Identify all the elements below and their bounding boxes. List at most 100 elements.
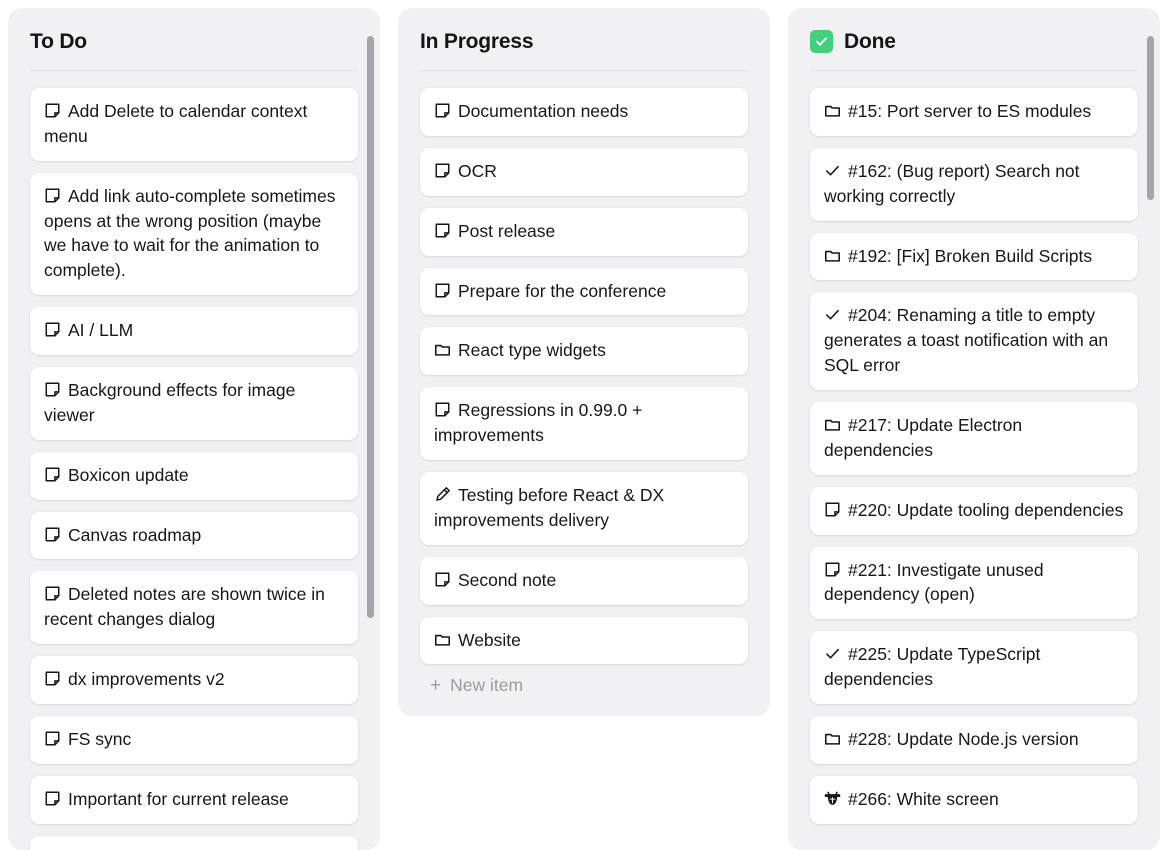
kanban-card[interactable]: React type widgets bbox=[420, 327, 748, 376]
card-title: #162: (Bug report) Search not working co… bbox=[824, 160, 1080, 206]
new-item-label: New item bbox=[450, 675, 524, 696]
new-item-button[interactable]: + New item bbox=[420, 666, 748, 702]
note-icon bbox=[824, 561, 841, 578]
kanban-column-todo: To Do Add Delete to calendar context menu… bbox=[8, 8, 380, 850]
card-title: #217: Update Electron dependencies bbox=[824, 415, 1023, 460]
note-icon bbox=[44, 670, 61, 687]
card-title: Documentation needs bbox=[458, 101, 629, 122]
kanban-card[interactable]: Regressions in 0.99.0 + improvements bbox=[420, 387, 748, 460]
card-list: Add Delete to calendar context menu Add l… bbox=[30, 88, 358, 850]
card-title: #192: [Fix] Broken Build Scripts bbox=[848, 245, 1093, 266]
scrollbar-thumb-done[interactable] bbox=[1147, 36, 1154, 200]
column-title: In Progress bbox=[420, 30, 534, 53]
card-title: Canvas roadmap bbox=[68, 524, 202, 545]
plus-icon: + bbox=[430, 675, 442, 697]
green-check-square-icon bbox=[810, 30, 833, 54]
kanban-card[interactable]: Canvas roadmap bbox=[30, 511, 358, 560]
kanban-card[interactable]: Boxicon update bbox=[30, 451, 358, 500]
note-icon bbox=[824, 501, 841, 518]
kanban-card[interactable]: #228: Update Node.js version bbox=[810, 715, 1138, 764]
note-icon bbox=[44, 526, 61, 543]
note-icon bbox=[44, 187, 61, 204]
card-title: OCR bbox=[458, 160, 497, 181]
kanban-card[interactable]: dx improvements v2 bbox=[30, 656, 358, 704]
kanban-card[interactable]: #204: Renaming a title to empty generate… bbox=[810, 292, 1138, 390]
folder-icon bbox=[824, 730, 841, 747]
card-title: Add Delete to calendar context menu bbox=[44, 101, 308, 146]
kanban-card[interactable]: #162: (Bug report) Search not working co… bbox=[810, 147, 1138, 221]
kanban-card[interactable]: Documentation needs bbox=[420, 88, 748, 136]
kanban-card[interactable]: Background effects for image viewer bbox=[30, 367, 358, 440]
column-header-todo: To Do bbox=[30, 30, 358, 72]
card-title: AI / LLM bbox=[68, 320, 134, 341]
card-list: Documentation needs OCR Post release Prepar… bbox=[420, 88, 748, 665]
kanban-card[interactable]: #192: [Fix] Broken Build Scripts bbox=[810, 232, 1138, 281]
kanban-card[interactable]: FS sync bbox=[30, 715, 358, 764]
folder-icon bbox=[824, 102, 841, 119]
kanban-card[interactable]: Second note bbox=[420, 556, 748, 605]
note-icon bbox=[44, 585, 61, 602]
note-icon bbox=[434, 401, 451, 418]
kanban-card[interactable]: #15: Port server to ES modules bbox=[810, 88, 1138, 136]
column-body: Done #15: Port server to ES modules #162: … bbox=[788, 8, 1160, 838]
kanban-card[interactable]: #266: White screen bbox=[810, 775, 1138, 824]
folder-icon bbox=[824, 416, 841, 433]
kanban-card[interactable]: #220: Update tooling dependencies bbox=[810, 486, 1138, 535]
card-title: FS sync bbox=[68, 728, 132, 749]
card-title: Post release bbox=[458, 220, 556, 241]
note-icon bbox=[44, 790, 61, 807]
kanban-card[interactable]: Testing before React & DX improvements d… bbox=[420, 472, 748, 545]
folder-icon bbox=[434, 631, 451, 648]
card-title: #228: Update Node.js version bbox=[848, 728, 1079, 749]
kanban-card[interactable]: #217: Update Electron dependencies bbox=[810, 402, 1138, 475]
kanban-card[interactable]: #221: Investigate unused dependency (ope… bbox=[810, 546, 1138, 620]
note-icon bbox=[434, 162, 451, 179]
folder-icon bbox=[434, 341, 451, 358]
kanban-card[interactable]: Important for current release bbox=[30, 775, 358, 824]
card-title: #204: Renaming a title to empty generate… bbox=[824, 305, 1109, 376]
note-icon bbox=[44, 102, 61, 119]
column-title: To Do bbox=[30, 30, 87, 53]
card-title: Add link auto-complete sometimes opens a… bbox=[44, 185, 336, 281]
check-icon bbox=[824, 306, 841, 323]
kanban-card[interactable]: OCR bbox=[420, 147, 748, 196]
kanban-card[interactable]: Deleted notes are shown twice in recent … bbox=[30, 571, 358, 645]
card-title: Boxicon update bbox=[68, 464, 189, 485]
kanban-card[interactable]: Website bbox=[420, 616, 748, 665]
check-icon bbox=[824, 162, 841, 179]
kanban-card[interactable]: Prepare for the conference bbox=[420, 267, 748, 316]
card-title: #220: Update tooling dependencies bbox=[848, 499, 1124, 520]
bug-icon bbox=[824, 790, 841, 807]
kanban-card[interactable]: Add link auto-complete sometimes opens a… bbox=[30, 172, 358, 296]
folder-icon bbox=[824, 247, 841, 264]
column-body: In Progress Documentation needs OCR Post re… bbox=[398, 8, 770, 716]
card-title: Testing before React & DX improvements d… bbox=[434, 485, 665, 530]
column-body: To Do Add Delete to calendar context menu… bbox=[8, 8, 380, 850]
card-title: Important for current release bbox=[68, 788, 289, 809]
scrollbar-thumb-todo[interactable] bbox=[367, 36, 374, 618]
card-title: Deleted notes are shown twice in recent … bbox=[44, 584, 325, 630]
kanban-column-in-progress: In Progress Documentation needs OCR Post re… bbox=[398, 8, 770, 717]
note-icon bbox=[434, 102, 451, 119]
pencil-icon bbox=[434, 486, 451, 503]
kanban-card[interactable]: AI / LLM bbox=[30, 307, 358, 355]
card-title: #15: Port server to ES modules bbox=[848, 101, 1092, 122]
card-title: #225: Update TypeScript dependencies bbox=[824, 644, 1041, 690]
kanban-column-done: Done #15: Port server to ES modules #162: … bbox=[788, 8, 1160, 850]
card-list: #15: Port server to ES modules #162: (Bug… bbox=[810, 88, 1138, 824]
card-title: #266: White screen bbox=[848, 788, 999, 809]
card-title: Prepare for the conference bbox=[458, 280, 667, 301]
kanban-card[interactable]: Post release bbox=[420, 207, 748, 256]
note-icon bbox=[434, 282, 451, 299]
card-title: Second note bbox=[458, 569, 557, 590]
column-header-in-progress: In Progress bbox=[420, 30, 748, 72]
note-icon bbox=[44, 466, 61, 483]
kanban-card[interactable]: #225: Update TypeScript dependencies bbox=[810, 631, 1138, 704]
column-title: Done bbox=[844, 30, 896, 53]
card-title: React type widgets bbox=[458, 340, 606, 361]
note-icon bbox=[434, 571, 451, 588]
kanban-card[interactable] bbox=[30, 835, 358, 850]
kanban-card[interactable]: Add Delete to calendar context menu bbox=[30, 88, 358, 161]
card-title: dx improvements v2 bbox=[68, 669, 225, 690]
